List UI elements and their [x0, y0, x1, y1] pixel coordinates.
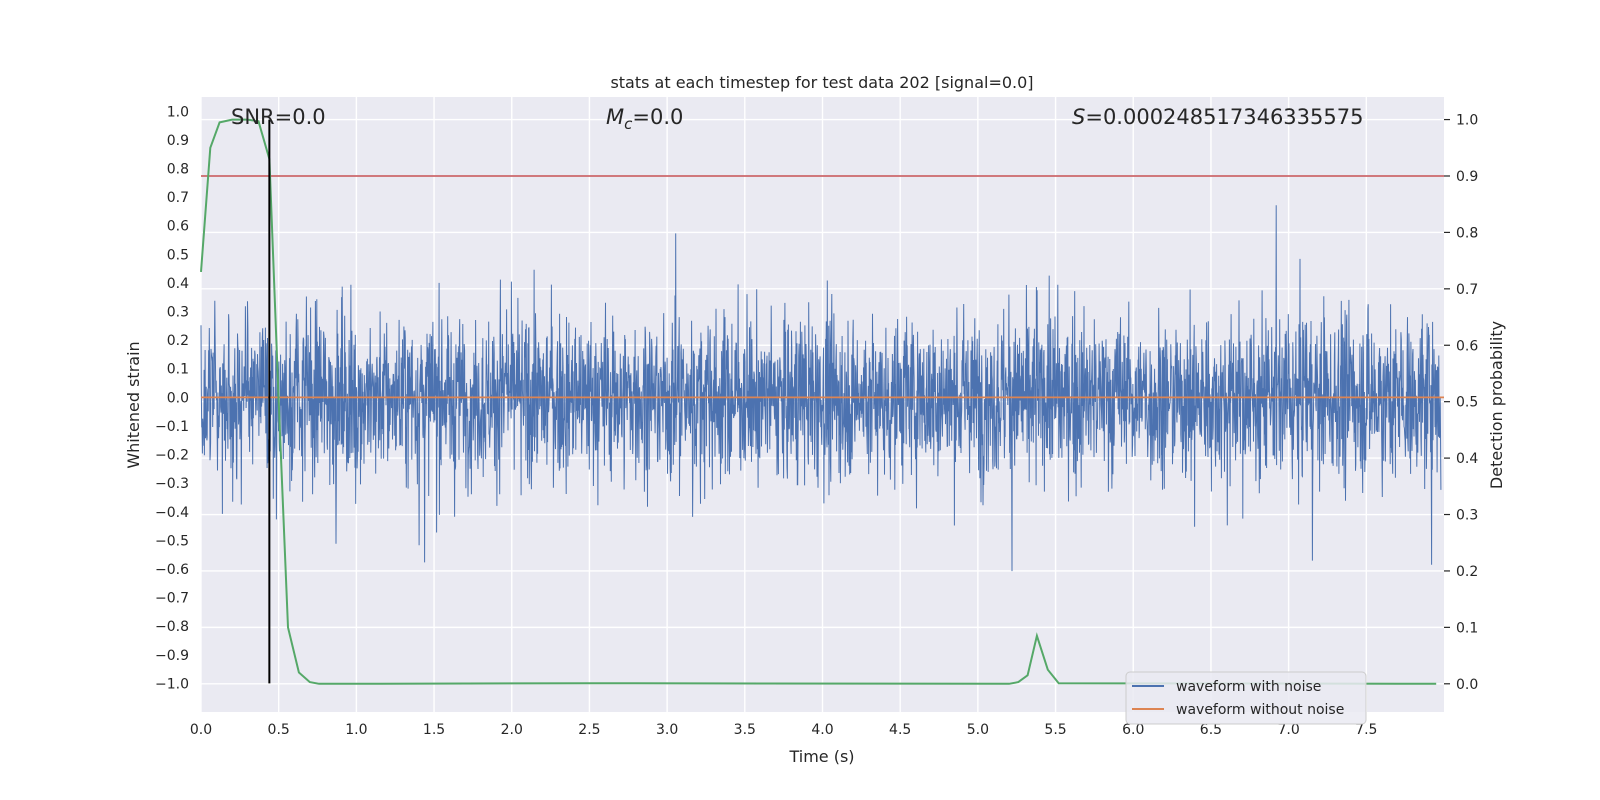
- x-tick-label: 2.0: [501, 722, 523, 738]
- x-tick-label: 3.0: [656, 722, 678, 738]
- x-tick-label: 0.5: [268, 722, 290, 738]
- y-axis-ticks: 1.0 0.9 0.8 0.7 0.6 0.5 0.4 0.3 0.2 0.1 0.0 −0.1 −0.…: [155, 104, 189, 692]
- x-axis-label: Time (s): [788, 747, 854, 766]
- y2-tick-label: 0.4: [1456, 451, 1478, 467]
- chart-title: stats at each timestep for test data 202…: [610, 73, 1033, 92]
- y-tick-label: 1.0: [167, 104, 189, 120]
- legend: waveform with noise waveform without noi…: [1125, 671, 1367, 725]
- y2-tick-label: 0.0: [1456, 677, 1478, 693]
- chirp-mass-symbol: M: [606, 105, 624, 129]
- x-tick-label: 2.5: [578, 722, 600, 738]
- x-tick-label: 7.5: [1355, 722, 1377, 738]
- s-value: =0.000248517346335575: [1085, 105, 1363, 129]
- series-detection-probability: [200, 118, 1437, 685]
- y2-tick-label: 0.6: [1456, 338, 1478, 354]
- y-tick-label: −0.8: [155, 619, 189, 635]
- x-tick-label: 5.5: [1044, 722, 1066, 738]
- y2-tick-label: 0.8: [1456, 225, 1478, 241]
- y-tick-label: −0.6: [155, 562, 189, 578]
- y-tick-label: 0.9: [167, 133, 189, 149]
- x-tick-label: 1.0: [345, 722, 367, 738]
- y2-tick-label: 0.3: [1456, 508, 1478, 524]
- y-tick-label: 0.6: [167, 219, 189, 235]
- x-tick-label: 5.0: [967, 722, 989, 738]
- legend-box: [1125, 671, 1367, 725]
- legend-label-noise: waveform with noise: [1176, 679, 1321, 695]
- y2-tick-label: 1.0: [1456, 113, 1478, 129]
- x-tick-label: 6.5: [1200, 722, 1222, 738]
- chirp-mass-value: =0.0: [632, 105, 683, 129]
- y-tick-label: 0.7: [167, 190, 189, 206]
- x-tick-label: 6.0: [1122, 722, 1144, 738]
- y-tick-label: 0.1: [167, 362, 189, 378]
- y-axis-label: Whitened strain: [124, 341, 143, 468]
- y-tick-label: −0.2: [155, 448, 189, 464]
- x-tick-label: 0.0: [190, 722, 212, 738]
- x-tick-label: 7.0: [1277, 722, 1299, 738]
- y-tick-label: −0.3: [155, 476, 189, 492]
- y-tick-label: 0.3: [167, 305, 189, 321]
- x-tick-label: 4.0: [811, 722, 833, 738]
- x-tick-label: 4.5: [889, 722, 911, 738]
- y2-tick-label: 0.2: [1456, 564, 1478, 580]
- chirp-mass-subscript: c: [624, 115, 633, 133]
- y-tick-label: 0.5: [167, 247, 189, 263]
- noise-trace: [200, 205, 1442, 572]
- x-axis-ticks: 0.0 0.5 1.0 1.5 2.0 2.5 3.0 3.5 4.0 4.5 5.0 5.5 6.0 6…: [190, 722, 1378, 738]
- y-tick-label: −0.1: [155, 419, 189, 435]
- chirp-mass-annotation: Mc=0.0: [606, 105, 683, 133]
- s-symbol: S: [1072, 105, 1085, 129]
- y2-axis-ticks: 1.0 0.9 0.8 0.7 0.6 0.5 0.4 0.3 0.2 0.1 0.0: [1444, 113, 1478, 693]
- y-tick-label: −1.0: [155, 676, 189, 692]
- s-annotation: S=0.000248517346335575: [1072, 105, 1363, 129]
- y-tick-label: −0.5: [155, 533, 189, 549]
- y-tick-label: 0.8: [167, 162, 189, 178]
- snr-annotation: SNR=0.0: [231, 105, 326, 129]
- x-tick-label: 3.5: [734, 722, 756, 738]
- y2-tick-label: 0.5: [1456, 395, 1478, 411]
- y2-tick-label: 0.1: [1456, 620, 1478, 636]
- y-tick-label: −0.4: [155, 505, 189, 521]
- y-tick-label: 0.0: [167, 390, 189, 406]
- series-waveform-with-noise: [200, 205, 1442, 572]
- y-tick-label: 0.4: [167, 276, 189, 292]
- x-tick-label: 1.5: [423, 722, 445, 738]
- y-tick-label: 0.2: [167, 333, 189, 349]
- y-tick-label: −0.9: [155, 648, 189, 664]
- y2-axis-label: Detection probability: [1487, 321, 1506, 489]
- y2-tick-label: 0.7: [1456, 282, 1478, 298]
- legend-label-clean: waveform without noise: [1176, 702, 1344, 718]
- y-tick-label: −0.7: [155, 591, 189, 607]
- y2-tick-label: 0.9: [1456, 169, 1478, 185]
